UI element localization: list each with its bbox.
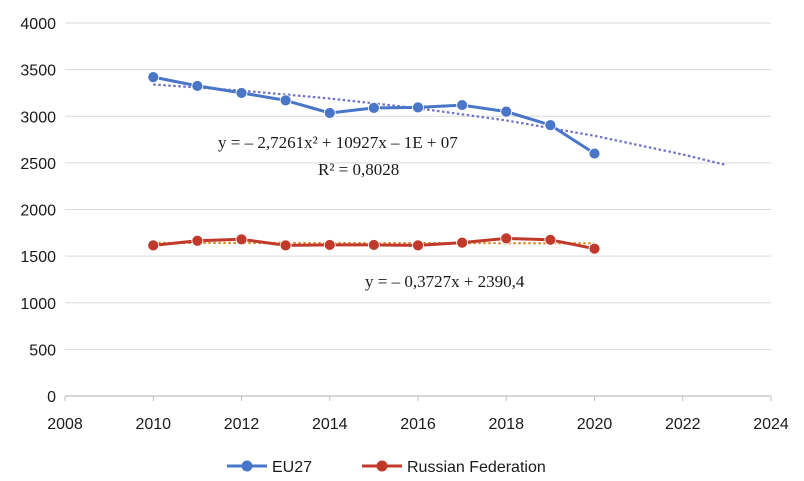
legend-russia-label: Russian Federation xyxy=(407,459,546,476)
legend-eu27-marker xyxy=(241,460,253,472)
axes: 0 500 1000 1500 2000 2500 3000 3500 4000 2008 2010… xyxy=(20,16,788,433)
point-russia-2013 xyxy=(279,239,292,252)
legend: EU27 Russian Federation xyxy=(227,459,546,476)
point-eu27-2017 xyxy=(456,99,469,111)
y-tick-label-500: 500 xyxy=(29,342,56,359)
point-russia-2019 xyxy=(544,233,557,246)
y-tick-label-4000: 4000 xyxy=(20,16,56,33)
legend-eu27-label: EU27 xyxy=(272,459,312,476)
point-russia-2010 xyxy=(147,239,160,252)
point-eu27-2019 xyxy=(544,119,557,132)
point-eu27-2012 xyxy=(235,87,248,99)
gridlines xyxy=(65,22,771,350)
point-russia-2015 xyxy=(367,239,380,251)
point-russia-2018 xyxy=(500,232,513,245)
point-russia-2014 xyxy=(323,239,336,251)
trendline-eu27 xyxy=(153,83,728,167)
point-eu27-2018 xyxy=(500,105,513,118)
y-tick-label-0: 0 xyxy=(47,389,56,406)
trendlines xyxy=(153,83,728,245)
x-tick-label-2008: 2008 xyxy=(47,416,83,433)
point-eu27-2013 xyxy=(279,94,292,107)
x-tick-label-2016: 2016 xyxy=(400,416,436,433)
annotations: y = – 2,7261x² + 10927x – 1E + 07 R² = 0… xyxy=(218,133,525,291)
y-tick-label-3000: 3000 xyxy=(20,109,56,126)
point-russia-2017 xyxy=(456,236,469,249)
point-eu27-2011 xyxy=(191,80,204,92)
point-eu27-2014 xyxy=(323,107,336,119)
point-russia-2020 xyxy=(588,242,601,255)
y-tick-label-1500: 1500 xyxy=(20,249,56,266)
x-tick-label-2018: 2018 xyxy=(488,416,524,433)
russia-trend-equation: y = – 0,3727x + 2390,4 xyxy=(365,272,525,291)
y-tick-label-2000: 2000 xyxy=(20,203,56,220)
point-eu27-2016 xyxy=(412,101,424,114)
point-eu27-2015 xyxy=(367,101,380,114)
eu27-trend-equation: y = – 2,7261x² + 10927x – 1E + 07 xyxy=(218,133,458,152)
legend-russia-marker xyxy=(376,460,388,472)
point-russia-2012 xyxy=(235,233,248,246)
point-russia-2016 xyxy=(412,239,424,252)
point-eu27-2020 xyxy=(588,147,601,160)
point-eu27-2010 xyxy=(147,71,160,83)
x-tick-label-2024: 2024 xyxy=(753,416,789,433)
y-tick-label-3500: 3500 xyxy=(20,63,56,80)
y-tick-label-1000: 1000 xyxy=(20,296,56,313)
x-tick-label-2012: 2012 xyxy=(224,416,260,433)
x-tick-label-2022: 2022 xyxy=(665,416,701,433)
point-russia-2011 xyxy=(191,234,204,247)
x-tick-label-2020: 2020 xyxy=(577,416,613,433)
y-tick-label-2500: 2500 xyxy=(20,156,56,173)
eu27-r-squared: R² = 0,8028 xyxy=(318,160,399,179)
x-tick-label-2014: 2014 xyxy=(312,416,348,433)
x-tick-label-2010: 2010 xyxy=(135,416,171,433)
series-lines xyxy=(147,71,601,255)
